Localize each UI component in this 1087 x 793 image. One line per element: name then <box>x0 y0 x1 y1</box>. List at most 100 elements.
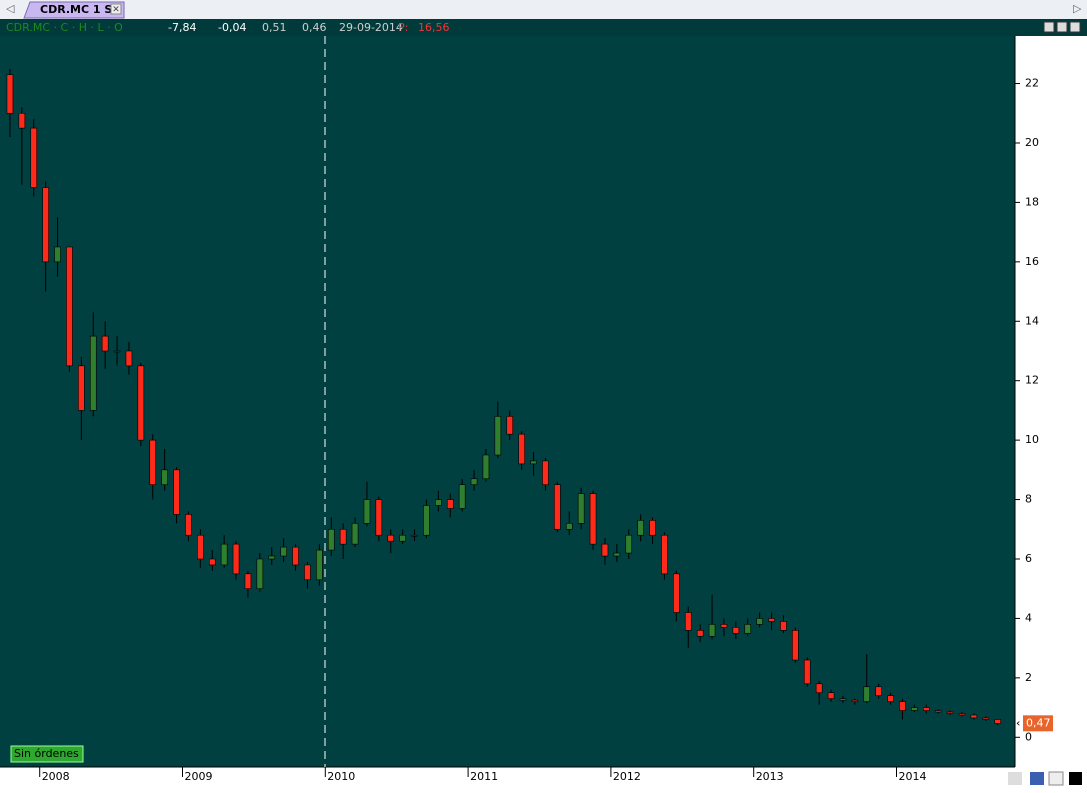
candle-body <box>292 546 299 566</box>
orders-button[interactable] <box>10 745 84 763</box>
info-item: 0,51 <box>262 21 287 34</box>
y-tick-label: 6 <box>1025 552 1032 565</box>
candle-body <box>720 624 728 628</box>
orders-button-label[interactable]: Sin órdenes <box>14 747 79 760</box>
candle-body <box>970 714 978 719</box>
x-tick-label: 2014 <box>899 770 927 783</box>
candle-body <box>649 520 656 536</box>
y-tick-label: 12 <box>1025 374 1039 387</box>
tab-label[interactable]: CDR.MC 1 S <box>40 3 112 16</box>
candle-body <box>18 112 26 129</box>
candle-body <box>244 573 252 590</box>
candle-body <box>851 699 859 702</box>
candle-body <box>137 365 145 441</box>
candle-body <box>470 478 478 486</box>
y-tick-label: 14 <box>1025 314 1039 327</box>
candle-body <box>6 74 14 114</box>
candle-body <box>173 469 180 515</box>
candle-body <box>613 552 621 557</box>
tool-icon[interactable] <box>1008 772 1022 785</box>
window-minimize[interactable] <box>1043 21 1055 33</box>
candle-body <box>280 546 287 557</box>
candle-body <box>554 484 561 530</box>
color-icon[interactable] <box>1069 772 1082 785</box>
x-tick-label: 2013 <box>756 770 784 783</box>
save-icon[interactable] <box>1030 772 1044 785</box>
candle-body <box>220 543 228 566</box>
candle-body <box>780 621 787 631</box>
x-tick-label: 2012 <box>613 770 641 783</box>
candle-body <box>351 523 359 545</box>
candle-body <box>875 686 882 696</box>
y-tick-label: 0 <box>1025 730 1032 743</box>
candle-body <box>863 686 871 702</box>
candle-body <box>494 416 502 456</box>
pin-icon[interactable] <box>1048 771 1064 786</box>
candle-body <box>803 659 811 685</box>
candle-body <box>625 534 633 554</box>
candle-body <box>839 698 847 701</box>
candle-body <box>732 627 740 634</box>
candle-body <box>399 534 406 542</box>
candle-body <box>911 707 918 711</box>
candle-body <box>768 618 775 622</box>
candle-body <box>684 612 692 631</box>
tab-close[interactable] <box>110 3 122 15</box>
y-tick-label: 18 <box>1025 195 1039 208</box>
candle-body <box>601 543 609 557</box>
candle-body <box>54 246 61 263</box>
info-item: 0,46 <box>302 21 327 34</box>
candle-body <box>958 713 966 716</box>
candle-body <box>101 335 109 352</box>
candle-body <box>577 493 585 524</box>
candle-body <box>423 505 430 536</box>
candle-body <box>458 484 466 509</box>
candle-body <box>922 707 930 711</box>
info-item: 16,56 <box>418 21 450 34</box>
candle-body <box>673 573 680 613</box>
candle-body <box>304 564 311 581</box>
candle-body <box>363 499 371 524</box>
x-tick-label: 2010 <box>327 770 355 783</box>
candle-body <box>149 439 157 486</box>
candle-body <box>197 534 204 560</box>
tab-close-icon: ✕ <box>112 5 120 15</box>
candle-body <box>744 624 752 634</box>
y-tick-label: 20 <box>1025 136 1039 149</box>
y-tick-label: 22 <box>1025 77 1039 90</box>
candle-body <box>792 630 799 661</box>
candle-body <box>637 520 644 536</box>
tab-scroll-left[interactable]: ◁ <box>6 2 15 15</box>
x-axis-panel <box>0 767 1087 789</box>
candle-body <box>934 710 942 713</box>
candle-body <box>827 692 835 699</box>
candle-body <box>446 499 454 509</box>
candle-body <box>375 499 383 536</box>
info-item: -0,04 <box>218 21 246 34</box>
candle-body <box>327 528 335 551</box>
y-tick-label: 4 <box>1025 611 1032 624</box>
x-tick-label: 2011 <box>470 770 498 783</box>
candle-body <box>316 549 323 581</box>
candle-body <box>232 543 240 575</box>
candle-body <box>339 528 347 545</box>
candle-body <box>387 534 395 542</box>
tab-bar <box>0 0 1087 19</box>
tab-scroll-right[interactable]: ▷ <box>1073 2 1082 15</box>
x-tick-label: 2009 <box>185 770 213 783</box>
tab[interactable] <box>23 1 125 19</box>
candle-body <box>89 335 97 411</box>
candle-body <box>815 683 823 694</box>
window-maximize[interactable] <box>1056 21 1068 33</box>
candle-body <box>708 624 716 637</box>
y-tick-label: 16 <box>1025 255 1039 268</box>
window-close[interactable] <box>1069 21 1081 33</box>
candle-body <box>696 630 704 637</box>
candle-body <box>42 187 49 263</box>
candle-body <box>946 711 954 714</box>
candle-body <box>161 469 168 486</box>
candle-body <box>530 460 537 465</box>
candle-body <box>994 719 1001 724</box>
